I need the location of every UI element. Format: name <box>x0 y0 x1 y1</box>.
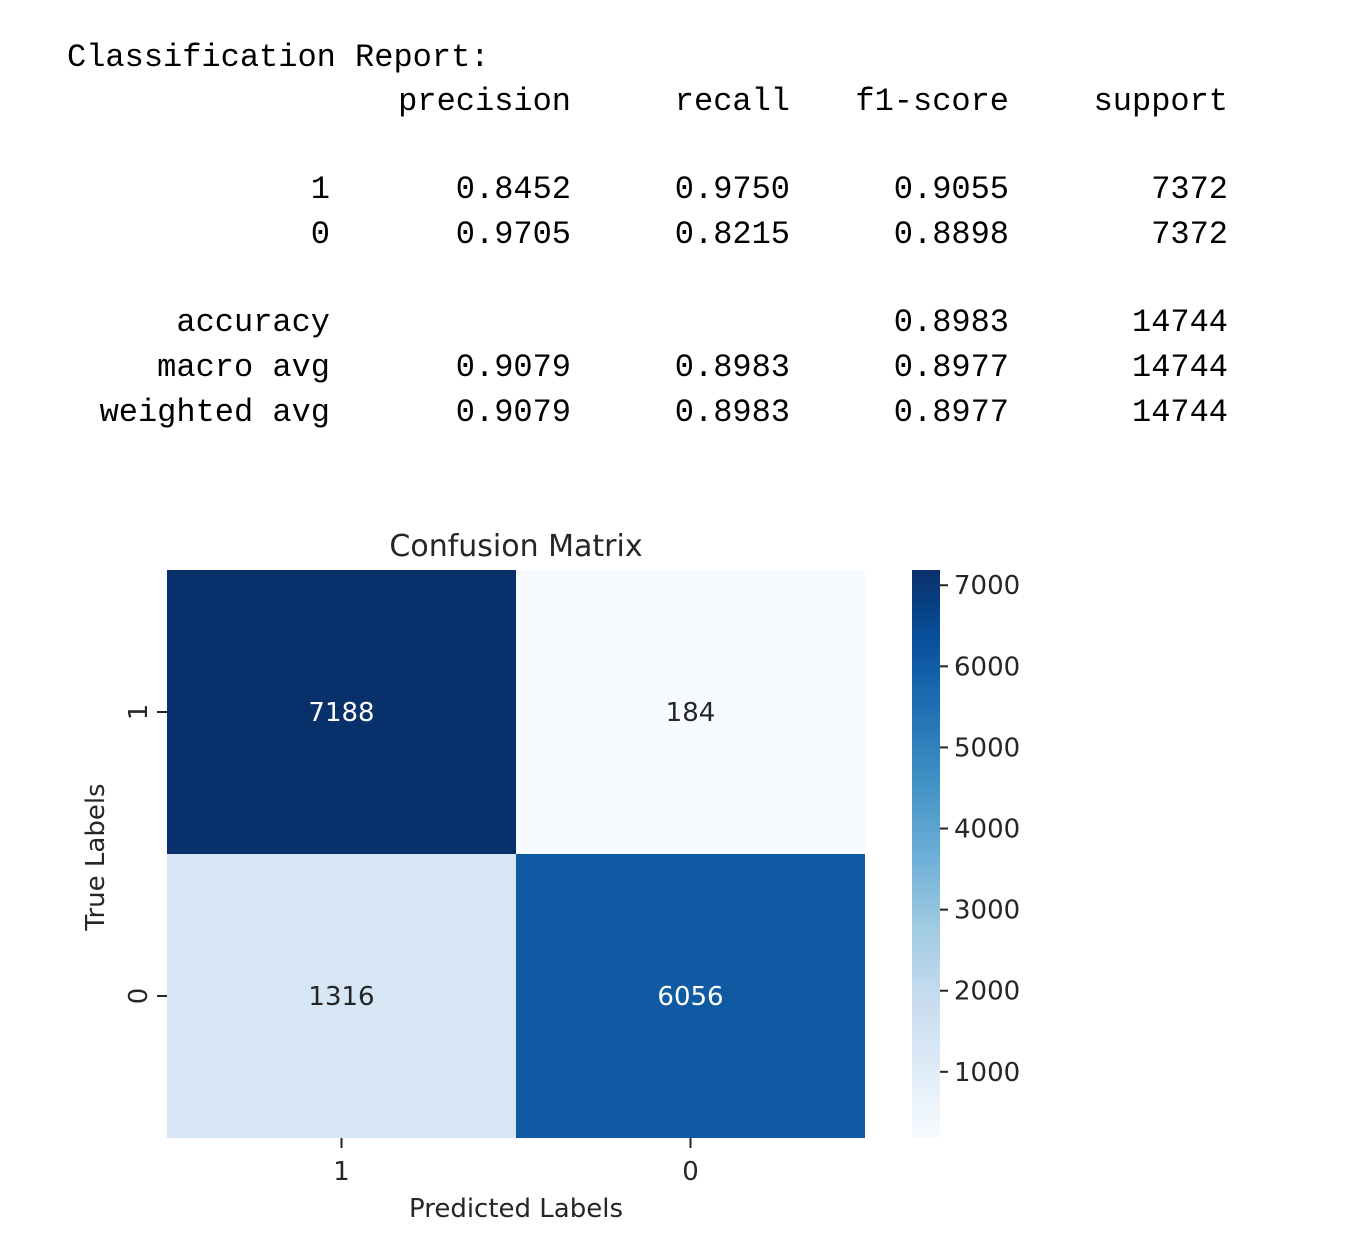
colorbar-tick-label: 3000 <box>954 896 1020 926</box>
heatmap-cell <box>167 570 516 854</box>
report-cell-support: 7372 <box>1151 171 1228 208</box>
y-axis-label: True Labels <box>81 783 111 931</box>
colorbar-tick-label: 2000 <box>954 977 1020 1007</box>
chart-title: Confusion Matrix <box>389 529 642 564</box>
report-header-recall: recall <box>674 83 790 120</box>
x-axis-label: Predicted Labels <box>409 1194 623 1224</box>
y-tick-label: 0 <box>124 988 154 1005</box>
report-header-f1-score: f1-score <box>855 83 1009 120</box>
colorbar <box>912 570 940 1138</box>
report-cell-precision: 0.8452 <box>455 171 571 208</box>
report-summary-precision: 0.9079 <box>455 394 571 431</box>
heatmap-cell <box>516 854 865 1138</box>
report-summary-support: 14744 <box>1131 304 1228 341</box>
heatmap-cell <box>516 570 865 854</box>
report-summary-label: accuracy <box>176 304 330 341</box>
report-summary-label: macro avg <box>157 349 330 386</box>
x-tick-label: 1 <box>333 1157 350 1187</box>
colorbar-tick-label: 7000 <box>954 571 1020 601</box>
report-summary-recall: 0.8983 <box>674 349 790 386</box>
confusion-matrix-chart: Confusion Matrix 7188 184 1316 6056 1 0 1 0 P… <box>81 529 1020 1224</box>
report-cell-precision: 0.9705 <box>455 216 571 253</box>
heatmap-cell <box>167 854 516 1138</box>
colorbar-tick-label: 4000 <box>954 815 1020 845</box>
report-cell-recall: 0.9750 <box>674 171 790 208</box>
report-cell-recall: 0.8215 <box>674 216 790 253</box>
report-header-precision: precision <box>398 83 571 120</box>
report-summary-support: 14744 <box>1131 349 1228 386</box>
heatmap-cell-label: 1316 <box>308 982 374 1012</box>
report-cell-label: 1 <box>310 171 330 208</box>
report-summary-recall: 0.8983 <box>674 394 790 431</box>
classification-report: Classification Report: precision recall f1… <box>0 0 1368 460</box>
y-tick-label: 1 <box>124 704 154 721</box>
report-summary-f1: 0.8977 <box>893 349 1009 386</box>
report-header-support: support <box>1093 83 1228 120</box>
report-summary-label: weighted avg <box>99 394 330 431</box>
heatmap-cell-label: 6056 <box>657 982 723 1012</box>
heatmap-cell-label: 184 <box>666 698 716 728</box>
colorbar-tick-label: 5000 <box>954 733 1020 763</box>
report-cell-f1: 0.9055 <box>893 171 1009 208</box>
colorbar-tick-label: 6000 <box>954 652 1020 682</box>
report-cell-label: 0 <box>310 216 330 253</box>
heatmap-cell-label: 7188 <box>308 698 374 728</box>
report-summary-support: 14744 <box>1131 394 1228 431</box>
colorbar-tick-label: 1000 <box>954 1058 1020 1088</box>
report-title: Classification Report: <box>67 39 490 76</box>
report-summary-f1: 0.8977 <box>893 394 1009 431</box>
report-cell-support: 7372 <box>1151 216 1228 253</box>
report-summary-precision: 0.9079 <box>455 349 571 386</box>
report-summary-f1: 0.8983 <box>893 304 1009 341</box>
report-cell-f1: 0.8898 <box>893 216 1009 253</box>
x-tick-label: 0 <box>682 1157 699 1187</box>
